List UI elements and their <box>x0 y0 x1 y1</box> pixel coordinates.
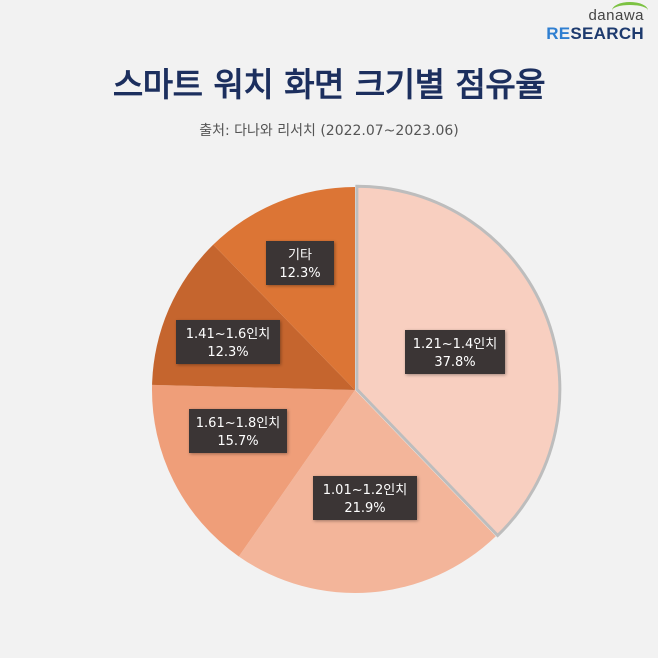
logo-research-text: RESEARCH <box>546 24 644 43</box>
slice-value-label: 12.3% <box>207 345 248 360</box>
data-label-box <box>405 330 505 374</box>
logo-arc-icon <box>612 2 648 19</box>
chart-subtitle: 출처: 다나와 리서치 (2022.07~2023.06) <box>199 123 459 139</box>
slice-category-label: 1.01~1.2인치 <box>323 483 407 498</box>
data-label-box <box>313 476 417 520</box>
data-label-box <box>266 241 334 285</box>
chart-title: 스마트 워치 화면 크기별 점유율 <box>112 65 546 104</box>
logo-danawa-text: danawa <box>546 2 648 23</box>
slice-value-label: 21.9% <box>344 501 385 516</box>
data-label-box <box>189 409 287 453</box>
slice-category-label: 1.21~1.4인치 <box>413 337 497 352</box>
slice-value-label: 15.7% <box>217 434 258 449</box>
slice-category-label: 1.61~1.8인치 <box>196 416 280 431</box>
danawa-research-logo: danawa RESEARCH <box>546 2 648 43</box>
pie-slice <box>213 187 355 390</box>
slice-value-label: 12.3% <box>279 266 320 281</box>
data-label-box <box>176 320 280 364</box>
slice-value-label: 37.8% <box>434 355 475 370</box>
slice-category-label: 1.41~1.6인치 <box>186 327 270 342</box>
slice-category-label: 기타 <box>288 248 312 263</box>
